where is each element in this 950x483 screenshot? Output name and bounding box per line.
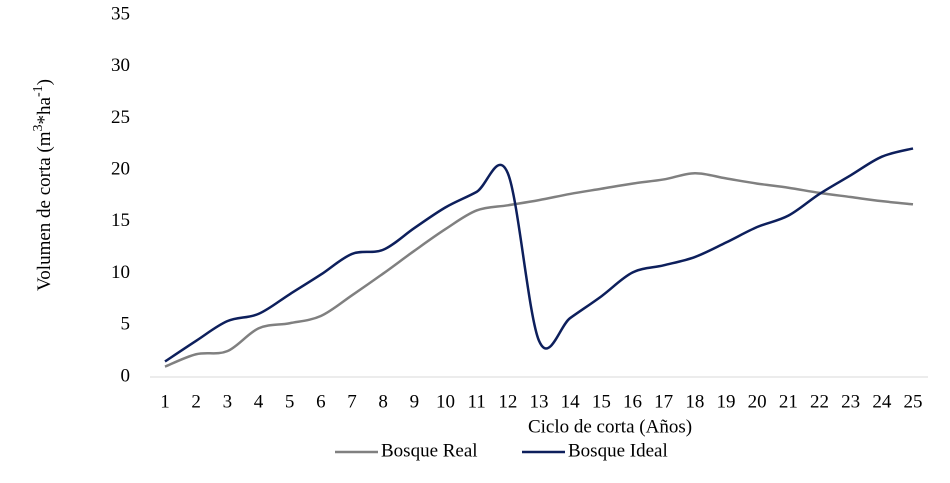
x-tick-label: 16	[623, 391, 642, 412]
x-tick-label: 4	[254, 391, 264, 412]
x-tick-label: 24	[872, 391, 892, 412]
legend-label: Bosque Ideal	[568, 440, 668, 461]
y-tick-label: 30	[111, 55, 130, 76]
y-label-part: )	[34, 79, 55, 85]
y-label-sup: 3	[31, 124, 46, 131]
line-series	[164, 171, 914, 368]
y-label-part: *ha	[34, 96, 55, 124]
x-tick-label: 13	[530, 391, 549, 412]
x-tick-label: 1	[160, 391, 170, 412]
y-tick-label: 5	[121, 314, 131, 335]
y-tick-label: 15	[111, 210, 130, 231]
y-tick-label: 0	[121, 365, 131, 386]
x-tick-label: 23	[841, 391, 860, 412]
x-tick-label: 9	[410, 391, 420, 412]
y-label-sup: -1	[31, 85, 46, 97]
x-tick-label: 5	[285, 391, 295, 412]
x-tick-label: 14	[561, 391, 581, 412]
x-tick-label: 12	[498, 391, 517, 412]
x-tick-label: 21	[779, 391, 798, 412]
x-tick-label: 17	[654, 391, 673, 412]
x-tick-label: 18	[685, 391, 704, 412]
x-tick-label: 15	[592, 391, 611, 412]
x-tick-label: 19	[717, 391, 736, 412]
x-tick-label: 6	[316, 391, 326, 412]
x-tick-label: 2	[191, 391, 201, 412]
x-tick-label: 8	[378, 391, 388, 412]
y-label-part: Volumen de corta (m	[34, 131, 55, 291]
y-tick-label: 20	[111, 159, 130, 180]
y-tick-label: 10	[111, 262, 130, 283]
x-tick-label: 3	[223, 391, 233, 412]
x-tick-label: 25	[904, 391, 923, 412]
y-tick-label: 25	[111, 107, 130, 128]
x-tick-label: 22	[810, 391, 829, 412]
x-tick-label: 7	[347, 391, 357, 412]
legend-label: Bosque Real	[381, 440, 478, 461]
y-axis-label: Volumen de corta (m3*ha-1)	[31, 79, 56, 291]
x-tick-label: 11	[468, 391, 486, 412]
x-axis-label: Ciclo de corta (Años)	[528, 416, 692, 437]
x-tick-label: 20	[748, 391, 767, 412]
y-tick-label: 35	[111, 3, 130, 24]
x-tick-label: 10	[436, 391, 455, 412]
line-series	[164, 147, 914, 363]
